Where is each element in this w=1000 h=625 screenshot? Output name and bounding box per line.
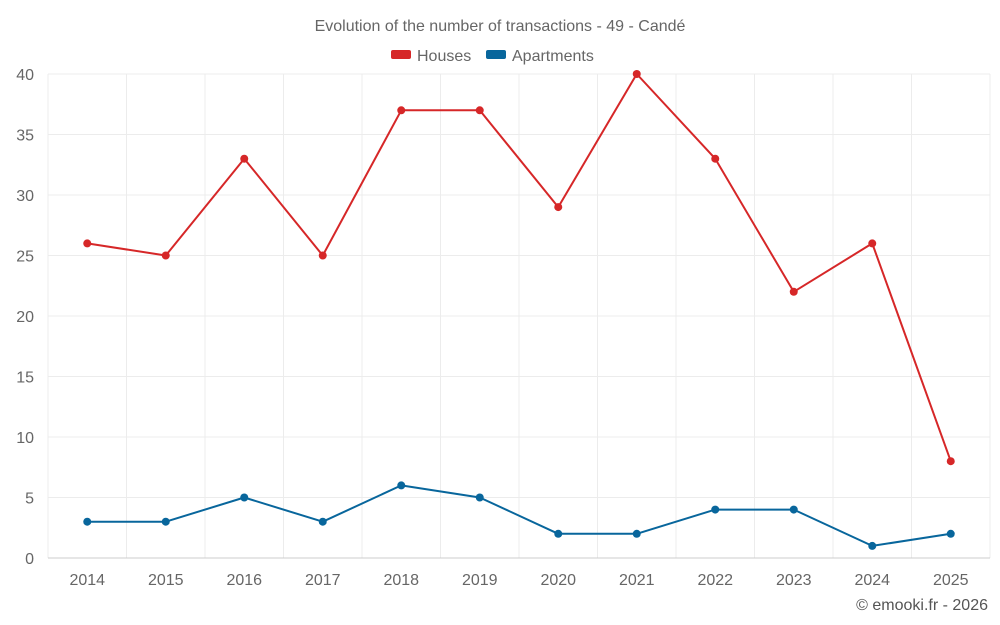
chart-title: Evolution of the number of transactions … (315, 18, 686, 35)
y-tick-label: 40 (16, 67, 34, 84)
legend-item-houses[interactable]: Houses (391, 48, 471, 65)
data-point-apartments[interactable] (161, 517, 170, 526)
legend: Houses Apartments (391, 48, 594, 65)
data-point-houses[interactable] (475, 106, 484, 115)
credit-text: © emooki.fr - 2026 (856, 597, 988, 614)
series-line-apartments (87, 484, 951, 547)
x-tick-label: 2022 (697, 572, 733, 589)
data-point-houses[interactable] (946, 457, 955, 466)
data-point-houses[interactable] (789, 287, 798, 296)
legend-swatch-apartments (486, 50, 506, 59)
y-tick-label: 20 (16, 309, 34, 326)
x-axis: 2014 2015 2016 2017 2018 2019 2020 2021 2022 2023… (48, 557, 990, 589)
x-tick-label: 2025 (933, 572, 969, 589)
data-point-apartments[interactable] (318, 517, 327, 526)
legend-swatch-houses (391, 50, 411, 59)
data-point-apartments[interactable] (868, 541, 877, 550)
data-point-apartments[interactable] (554, 529, 563, 538)
y-tick-label: 15 (16, 370, 34, 387)
x-tick-label: 2023 (776, 572, 812, 589)
x-tick-label: 2024 (854, 572, 890, 589)
y-tick-label: 10 (16, 430, 34, 447)
y-tick-label: 25 (16, 249, 34, 266)
series-line-houses (87, 73, 952, 462)
y-tick-label: 0 (25, 551, 34, 568)
x-tick-label: 2014 (69, 572, 105, 589)
y-axis: 0 5 10 15 20 25 30 35 40 (16, 67, 34, 568)
data-point-apartments[interactable] (789, 505, 798, 514)
legend-item-apartments[interactable]: Apartments (486, 48, 594, 65)
data-point-houses[interactable] (240, 154, 249, 163)
y-tick-label: 35 (16, 128, 34, 145)
data-point-houses[interactable] (83, 239, 92, 248)
y-tick-label: 30 (16, 188, 34, 205)
legend-label-apartments: Apartments (512, 48, 594, 65)
data-point-houses[interactable] (318, 251, 327, 260)
x-tick-label: 2021 (619, 572, 655, 589)
x-tick-label: 2016 (226, 572, 262, 589)
data-point-apartments[interactable] (946, 529, 955, 538)
data-point-apartments[interactable] (711, 505, 720, 514)
data-point-houses[interactable] (868, 239, 877, 248)
data-point-houses[interactable] (397, 106, 406, 115)
x-tick-label: 2020 (540, 572, 576, 589)
data-point-houses[interactable] (711, 154, 720, 163)
x-tick-label: 2015 (148, 572, 184, 589)
x-tick-label: 2019 (462, 572, 498, 589)
gridlines (47, 73, 991, 558)
data-point-apartments[interactable] (83, 517, 92, 526)
data-point-houses[interactable] (632, 70, 641, 78)
data-point-apartments[interactable] (475, 493, 484, 502)
x-tick-label: 2017 (305, 572, 341, 589)
series (83, 70, 955, 550)
y-tick-label: 5 (25, 491, 34, 508)
legend-label-houses: Houses (417, 48, 471, 65)
x-tick-label: 2018 (383, 572, 419, 589)
data-point-houses[interactable] (161, 251, 170, 260)
data-point-apartments[interactable] (397, 481, 406, 490)
data-point-houses[interactable] (554, 203, 563, 212)
data-point-apartments[interactable] (632, 529, 641, 538)
data-point-apartments[interactable] (240, 493, 249, 502)
